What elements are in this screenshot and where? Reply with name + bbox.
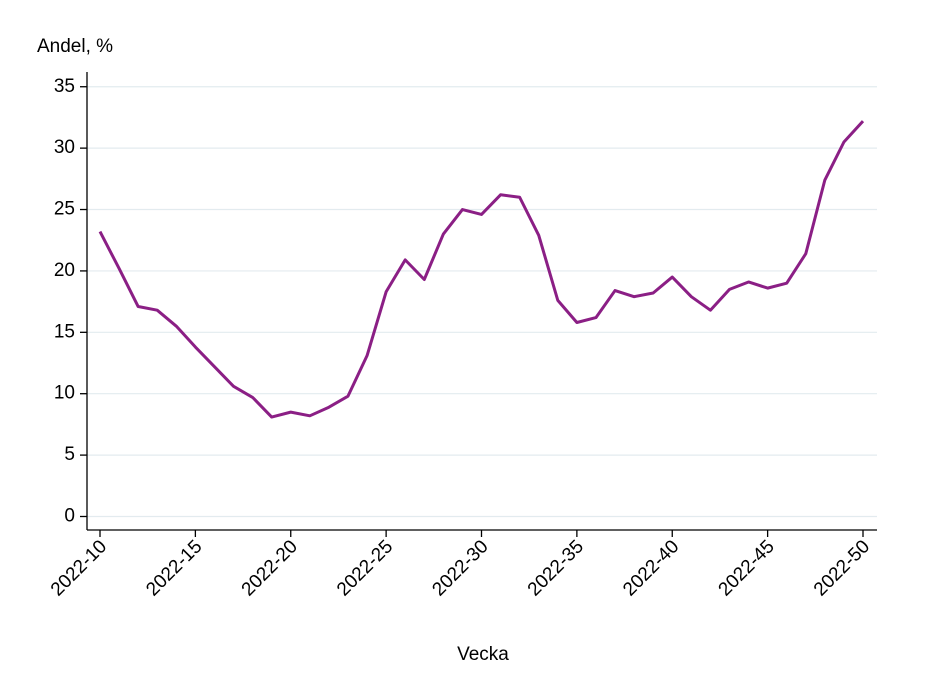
y-tick-label: 30 [54, 137, 75, 158]
y-axis-title: Andel, % [37, 36, 113, 57]
y-tick-label: 20 [54, 260, 75, 281]
data-line [98, 120, 865, 419]
y-tick-label: 10 [54, 383, 75, 404]
x-tick-label: 2022-25 [333, 536, 397, 600]
y-tick-label: 35 [54, 76, 75, 97]
x-tick-label: 2022-10 [47, 536, 111, 600]
x-tick-label: 2022-45 [715, 536, 779, 600]
x-axis-title: Vecka [457, 644, 509, 665]
x-tick-label: 2022-50 [810, 536, 874, 600]
x-tick-label: 2022-20 [238, 536, 302, 600]
y-tick-label: 5 [64, 444, 75, 465]
x-tick-label: 2022-15 [142, 536, 206, 600]
x-tick-label: 2022-35 [524, 536, 588, 600]
y-tick-label: 0 [64, 506, 75, 527]
y-tick-label: 25 [54, 199, 75, 220]
x-tick-label: 2022-40 [619, 536, 683, 600]
y-tick-label: 15 [54, 321, 75, 342]
x-tick-label: 2022-30 [428, 536, 492, 600]
